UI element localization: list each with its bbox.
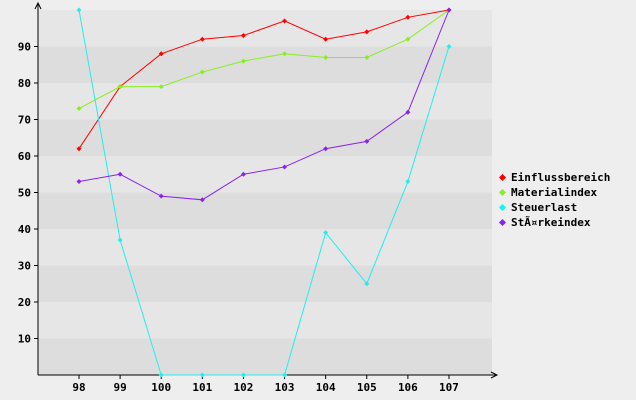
data-point — [282, 18, 288, 24]
x-tick-label: 105 — [357, 381, 377, 394]
legend-marker-icon — [498, 203, 507, 212]
x-tick-label: 107 — [439, 381, 459, 394]
grid-band — [38, 192, 492, 229]
data-point — [282, 164, 288, 170]
data-point — [76, 106, 82, 112]
grid-band — [38, 338, 492, 375]
data-point — [446, 7, 452, 13]
data-point — [199, 69, 205, 75]
series-line — [78, 9, 450, 149]
x-tick-label: 106 — [398, 381, 418, 394]
data-point — [158, 372, 164, 378]
data-point — [199, 36, 205, 42]
y-tick-label: 50 — [18, 187, 31, 200]
series-line — [78, 9, 450, 109]
series-line — [78, 9, 450, 376]
series-1 — [76, 7, 452, 112]
series-layer — [76, 7, 452, 378]
data-point — [405, 109, 411, 115]
data-point — [240, 58, 246, 64]
y-tick-label: 40 — [18, 223, 31, 236]
y-tick-label: 70 — [18, 114, 31, 127]
data-point — [364, 138, 370, 144]
data-point — [76, 146, 82, 152]
data-point — [158, 51, 164, 57]
y-tick-label: 60 — [18, 150, 31, 163]
data-point — [76, 7, 82, 13]
legend-label: Materialindex — [511, 186, 598, 199]
series-line — [78, 9, 450, 201]
data-point — [76, 179, 82, 185]
data-point — [158, 84, 164, 90]
legend-item-steuerlast: Steuerlast — [498, 200, 610, 215]
background-bands — [38, 10, 492, 375]
legend-marker-icon — [498, 173, 507, 182]
data-point — [117, 237, 123, 243]
grid-band — [38, 83, 492, 120]
data-point — [240, 372, 246, 378]
data-point — [364, 54, 370, 60]
legend-marker-icon — [498, 218, 507, 227]
legend-marker-icon — [498, 188, 507, 197]
legend-label: Einflussbereich — [511, 171, 611, 184]
data-point — [323, 36, 329, 42]
data-point — [323, 146, 329, 152]
data-point — [117, 171, 123, 177]
data-point — [323, 54, 329, 60]
data-point — [405, 36, 411, 42]
grid-band — [38, 46, 492, 83]
data-point — [364, 29, 370, 35]
grid-band — [38, 229, 492, 266]
x-axis-arrow-icon — [490, 371, 499, 379]
data-point — [240, 171, 246, 177]
y-tick-label: 90 — [18, 41, 31, 54]
data-point — [199, 372, 205, 378]
data-point — [282, 51, 288, 57]
legend-label: Steuerlast — [511, 201, 578, 214]
grid-band — [38, 265, 492, 302]
grid-band — [38, 156, 492, 193]
x-tick-label: 103 — [275, 381, 295, 394]
legend-item-staerkeindex: StÃ¤rkeindex — [498, 215, 610, 230]
data-point — [405, 179, 411, 185]
x-tick-label: 104 — [316, 381, 336, 394]
series-2 — [76, 7, 452, 378]
data-point — [158, 193, 164, 199]
data-point — [446, 44, 452, 49]
series-3 — [76, 7, 452, 203]
x-tick-label: 101 — [192, 381, 212, 394]
grid-band — [38, 302, 492, 339]
x-tick-label: 100 — [151, 381, 171, 394]
legend-item-materialindex: Materialindex — [498, 185, 610, 200]
data-point — [117, 84, 123, 90]
x-tick-label: 102 — [234, 381, 254, 394]
data-point — [405, 14, 411, 20]
y-tick-label: 20 — [18, 296, 31, 309]
axis-ticks: 10 20 30 40 50 60 70 80 90 98 99 100 101 102 103 104 105… — [18, 41, 459, 395]
data-point — [282, 372, 288, 378]
legend-label: StÃ¤rkeindex — [511, 216, 591, 229]
y-axis-arrow-icon — [34, 1, 42, 10]
x-tick-label: 99 — [113, 381, 126, 394]
y-tick-label: 10 — [18, 333, 31, 346]
data-point — [199, 197, 205, 203]
legend: Einflussbereich Materialindex Steuerlast… — [498, 170, 610, 230]
grid-band — [38, 119, 492, 156]
y-tick-label: 30 — [18, 260, 31, 273]
legend-item-einflussbereich: Einflussbereich — [498, 170, 610, 185]
data-point — [240, 33, 246, 39]
data-point — [364, 281, 370, 287]
x-tick-label: 98 — [72, 381, 85, 394]
data-point — [323, 230, 329, 236]
y-tick-label: 80 — [18, 77, 31, 90]
